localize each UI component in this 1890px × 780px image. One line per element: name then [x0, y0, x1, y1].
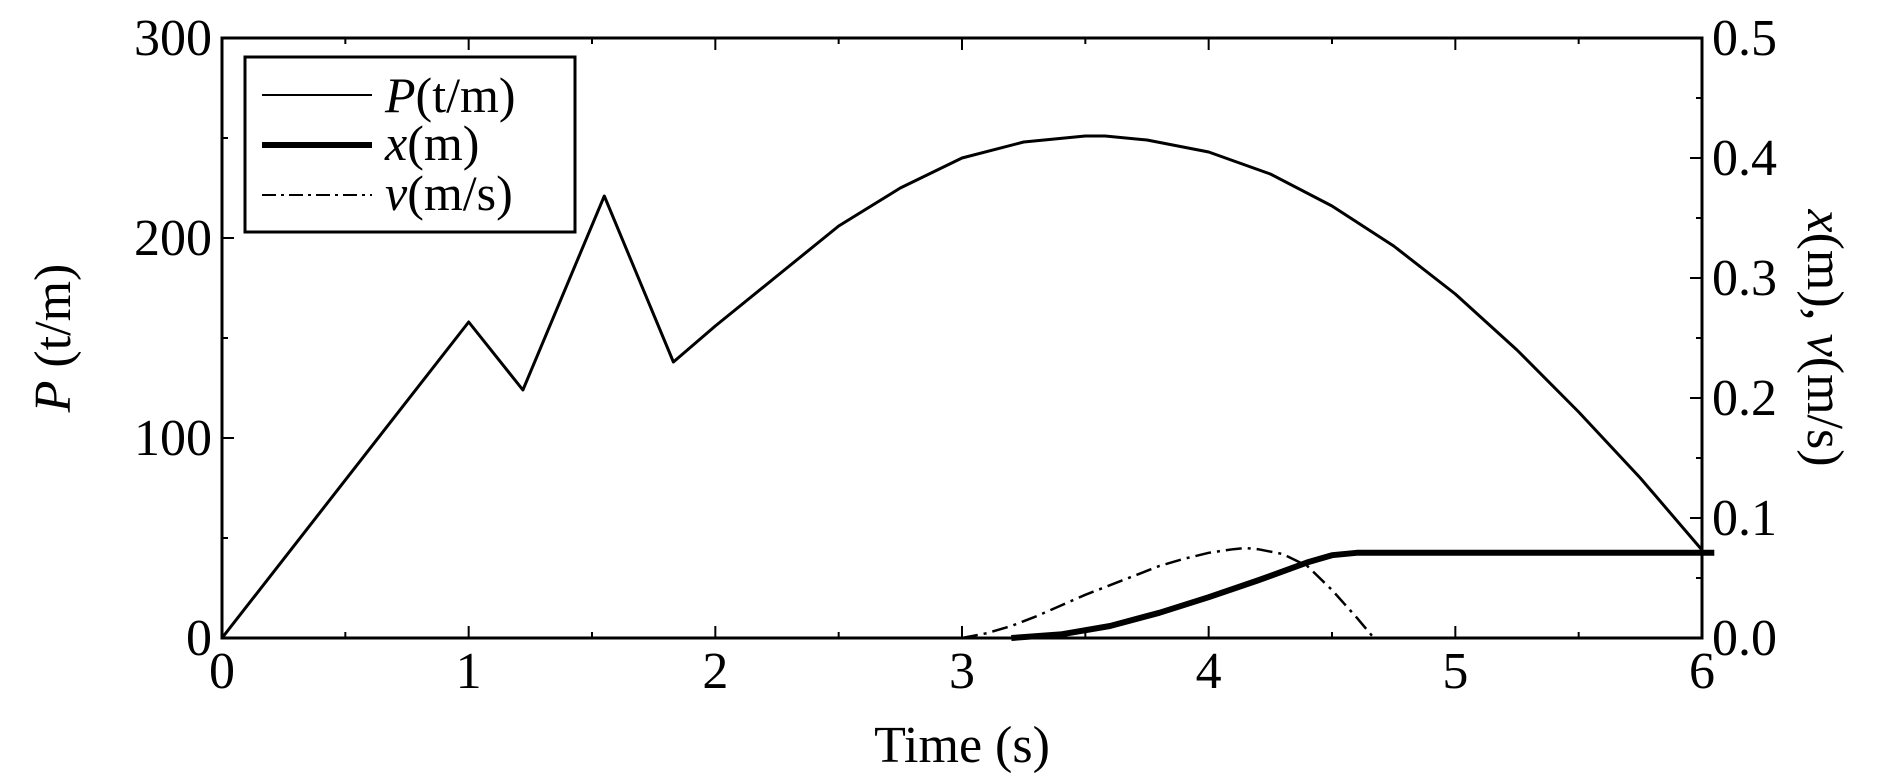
legend-label-p: P(t/m) [384, 67, 516, 123]
legend: P(t/m) x(m) v(m/s) [243, 55, 577, 234]
y2-axis-title-v: v [1796, 334, 1853, 358]
legend-label-x: x(m) [384, 115, 479, 171]
x-tick-label: 0 [209, 643, 235, 700]
y-tick-label: 200 [134, 210, 212, 267]
x-tick-label: 6 [1689, 643, 1715, 700]
axis-tick-labels: 0 1 2 3 4 5 6 0 100 200 300 0.0 0.1 0.2 0.3 0.4 0.5 [134, 10, 1777, 700]
y-tick-label: 100 [134, 410, 212, 467]
y-axis-title-symbol: P [25, 381, 82, 414]
y2-tick-label: 0.4 [1712, 130, 1777, 187]
legend-label-v: v(m/s) [385, 165, 513, 221]
x-tick-label: 2 [702, 643, 728, 700]
x-tick-label: 1 [456, 643, 482, 700]
y2-axis-title-mid: (m), [1796, 233, 1853, 334]
y2-tick-label: 0.2 [1712, 370, 1777, 427]
y-tick-label: 300 [134, 10, 212, 67]
y2-axis-title-unit: (m/s) [1796, 357, 1853, 467]
y2-tick-label: 0.3 [1712, 250, 1777, 307]
y-axis-title: P (t/m) [25, 264, 82, 414]
y2-axis-title: x(m), v(m/s) [1796, 208, 1853, 466]
series-line-x [1011, 549, 1715, 641]
x-tick-label: 5 [1442, 643, 1468, 700]
axis-ticks [221, 37, 1703, 639]
y2-axis-title-x: x [1796, 208, 1853, 232]
y2-tick-label: 0.5 [1712, 10, 1777, 67]
x-tick-label: 4 [1196, 643, 1222, 700]
x-tick-label: 3 [949, 643, 975, 700]
y-axis-title-unit: (t/m) [25, 264, 82, 381]
series-line-v [961, 546, 1375, 640]
x-axis-title: Time (s) [874, 717, 1050, 774]
series-line-p [220, 134, 1704, 639]
y-tick-label: 0 [186, 610, 212, 667]
series-layer [220, 134, 1715, 641]
y2-tick-label: 0.0 [1712, 610, 1777, 667]
y2-tick-label: 0.1 [1712, 490, 1777, 547]
